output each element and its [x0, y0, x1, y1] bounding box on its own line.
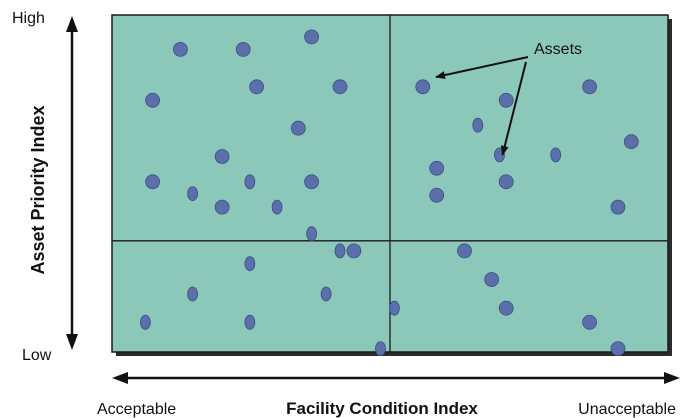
asset-point	[332, 79, 348, 95]
asset-point	[187, 186, 199, 202]
asset-point	[429, 160, 445, 176]
asset-point	[271, 199, 283, 215]
asset-point	[498, 300, 514, 316]
asset-point	[472, 117, 484, 133]
asset-point	[290, 120, 306, 136]
asset-point	[610, 199, 626, 215]
asset-point	[582, 79, 597, 95]
x-axis-right-label: Unacceptable	[578, 401, 676, 418]
asset-point	[320, 286, 332, 302]
asset-point	[457, 243, 472, 259]
asset-point	[139, 314, 151, 330]
asset-point	[550, 147, 562, 163]
asset-point	[214, 149, 230, 164]
asset-point	[388, 300, 400, 316]
y-axis-high-label: High	[12, 10, 45, 27]
asset-point	[334, 243, 346, 259]
y-axis-title: Asset Priority Index	[28, 105, 48, 274]
asset-points	[139, 29, 639, 357]
asset-point	[244, 314, 256, 330]
asset-point	[610, 341, 626, 357]
asset-point	[498, 174, 514, 190]
callout-arrow	[500, 61, 527, 156]
asset-point	[172, 42, 188, 57]
asset-point	[346, 243, 362, 259]
asset-point	[484, 272, 500, 287]
asset-point	[429, 187, 445, 203]
asset-point	[304, 174, 320, 190]
asset-point	[249, 79, 265, 95]
asset-point	[244, 174, 256, 190]
callout-arrow	[435, 56, 529, 79]
asset-point	[582, 314, 597, 330]
asset-point	[415, 79, 431, 95]
asset-point	[214, 199, 230, 215]
asset-point	[145, 92, 161, 108]
asset-point	[244, 256, 256, 272]
x-axis-left-label: Acceptable	[97, 401, 176, 418]
asset-point	[235, 42, 251, 57]
asset-point	[375, 341, 386, 357]
asset-point	[304, 29, 320, 45]
asset-point	[623, 134, 639, 150]
x-axis-title: Facility Condition Index	[286, 399, 478, 418]
y-axis-low-label: Low	[22, 347, 52, 364]
asset-point	[498, 92, 514, 108]
assets-callout: Assets	[435, 41, 582, 156]
x-axis-arrow	[112, 372, 680, 384]
asset-point	[306, 226, 318, 242]
y-axis-arrow	[66, 16, 78, 350]
assets-callout-label: Assets	[534, 41, 582, 58]
asset-point	[145, 174, 161, 190]
asset-point	[187, 286, 199, 302]
